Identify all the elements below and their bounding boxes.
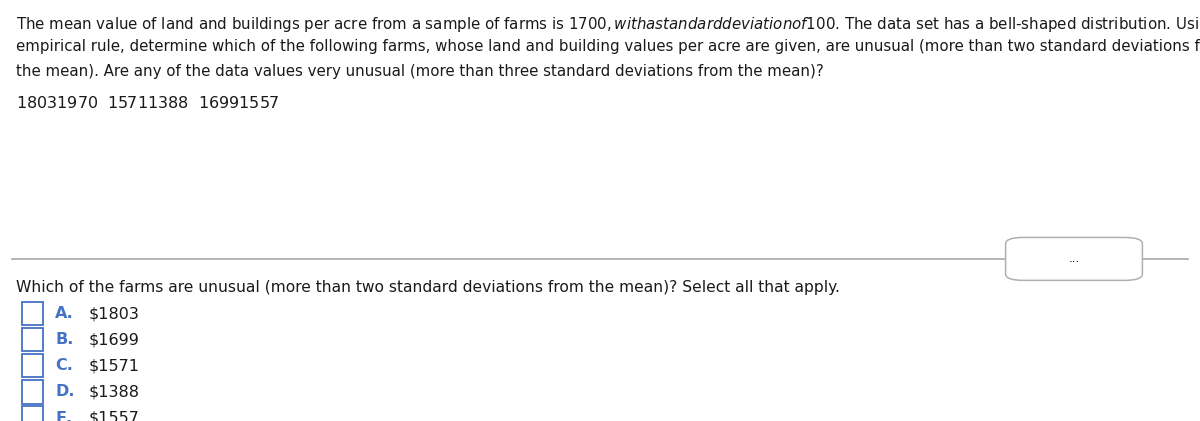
Bar bbox=[22, 381, 43, 403]
Text: $1803  $1970  $1571  $1388  $1699  $1557: $1803 $1970 $1571 $1388 $1699 $1557 bbox=[16, 95, 278, 111]
Text: $1571: $1571 bbox=[89, 358, 140, 373]
Text: Which of the farms are unusual (more than two standard deviations from the mean): Which of the farms are unusual (more tha… bbox=[16, 280, 840, 295]
Text: A.: A. bbox=[55, 306, 74, 321]
Text: B.: B. bbox=[55, 332, 73, 347]
Text: empirical rule, determine which of the following farms, whose land and building : empirical rule, determine which of the f… bbox=[16, 39, 1200, 54]
Bar bbox=[22, 328, 43, 351]
Text: C.: C. bbox=[55, 358, 73, 373]
Text: ...: ... bbox=[1068, 253, 1080, 265]
Text: $1699: $1699 bbox=[89, 332, 139, 347]
Text: $1803: $1803 bbox=[89, 306, 139, 321]
FancyBboxPatch shape bbox=[1006, 237, 1142, 280]
Bar bbox=[22, 302, 43, 325]
Text: E.: E. bbox=[55, 410, 72, 421]
Text: $1557: $1557 bbox=[89, 410, 139, 421]
Bar bbox=[22, 354, 43, 377]
Bar bbox=[22, 407, 43, 421]
Text: D.: D. bbox=[55, 384, 74, 400]
Text: the mean). Are any of the data values very unusual (more than three standard dev: the mean). Are any of the data values ve… bbox=[16, 64, 823, 79]
Text: The mean value of land and buildings per acre from a sample of farms is $1700, w: The mean value of land and buildings per… bbox=[16, 15, 1200, 34]
Text: $1388: $1388 bbox=[89, 384, 140, 400]
